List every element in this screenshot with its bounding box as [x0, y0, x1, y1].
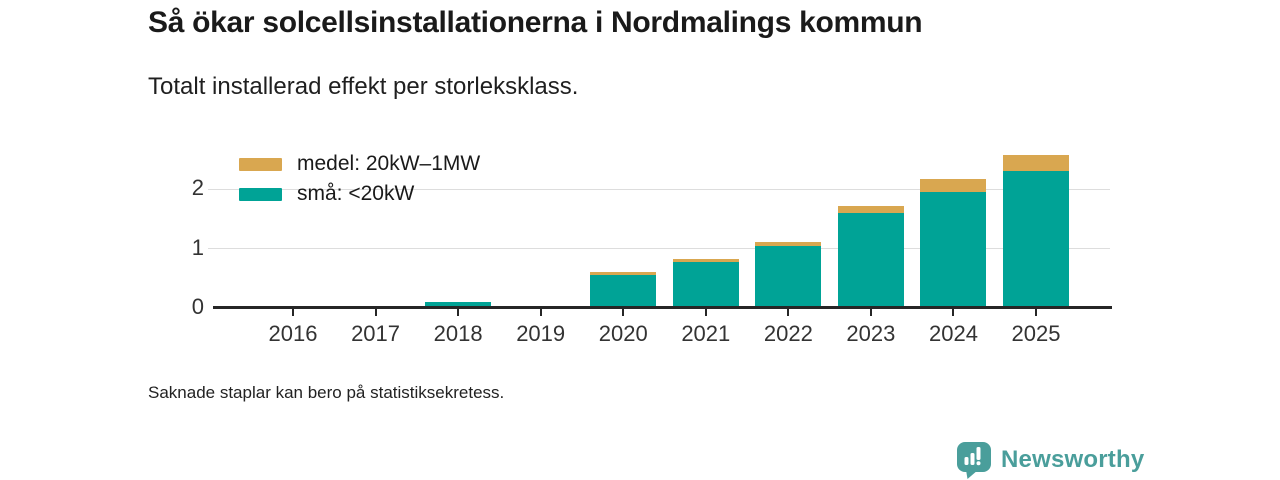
bar-segment-2022 — [755, 241, 822, 246]
x-tick-label: 2019 — [516, 321, 566, 346]
legend-item-sma: små: <20kW — [239, 179, 480, 209]
x-tick-label: 2017 — [351, 321, 401, 346]
bar-segment-2021 — [672, 261, 739, 308]
bar-segment-2024 — [920, 191, 987, 308]
newsworthy-wordmark: Newsworthy — [1001, 446, 1145, 473]
bar-segment-2025 — [1003, 155, 1070, 172]
axis-tick — [374, 309, 377, 316]
x-tick-label: 2022 — [763, 321, 813, 346]
axis-tick — [539, 309, 542, 316]
axis-tick — [787, 309, 790, 316]
x-tick-label: 2023 — [846, 321, 896, 346]
bar-segment-2020 — [590, 275, 657, 308]
bar-segment-2023 — [837, 212, 904, 308]
x-axis-line — [213, 306, 1112, 309]
chart-subtitle: Totalt installerad effekt per storlekskl… — [148, 73, 579, 100]
newsworthy-logo-icon — [957, 442, 991, 479]
gridline — [208, 188, 1110, 190]
y-tick-label: 1 — [191, 234, 204, 260]
x-tick-label: 2024 — [928, 321, 978, 346]
x-tick-label: 2025 — [1011, 321, 1061, 346]
axis-tick — [457, 309, 460, 316]
bar-segment-2022 — [755, 245, 822, 308]
y-tick-label: 0 — [191, 293, 204, 319]
x-tick-label: 2020 — [598, 321, 648, 346]
bar-segment-2020 — [590, 272, 657, 276]
x-tick-label: 2018 — [433, 321, 483, 346]
bar-segment-2024 — [920, 178, 987, 192]
footnote: Saknade staplar kan bero på statistiksek… — [148, 383, 505, 402]
legend: medel: 20kW–1MW små: <20kW — [239, 149, 480, 209]
x-tick-label: 2021 — [681, 321, 731, 346]
axis-tick — [1035, 309, 1038, 316]
axis-tick — [952, 309, 955, 316]
bar-segment-2021 — [672, 258, 739, 262]
legend-swatch-sma — [239, 187, 282, 201]
axis-tick — [869, 309, 872, 316]
axis-tick — [622, 309, 625, 316]
axis-tick — [704, 309, 707, 316]
legend-label-sma: små: <20kW — [297, 182, 415, 205]
y-tick-label: 2 — [191, 174, 204, 200]
legend-item-medel: medel: 20kW–1MW — [239, 149, 480, 179]
legend-label-medel: medel: 20kW–1MW — [297, 152, 481, 175]
newsworthy-logo: Newsworthy — [956, 441, 1144, 479]
axis-tick — [292, 309, 294, 316]
x-tick-label: 2016 — [268, 321, 318, 346]
gridline — [208, 248, 1110, 249]
bar-segment-2023 — [837, 205, 904, 213]
legend-swatch-medel — [239, 157, 282, 171]
bar-segment-2018 — [425, 302, 492, 308]
bar-segment-2025 — [1003, 171, 1070, 308]
chart-title: Så ökar solcellsinstallationerna i Nordm… — [148, 6, 923, 39]
